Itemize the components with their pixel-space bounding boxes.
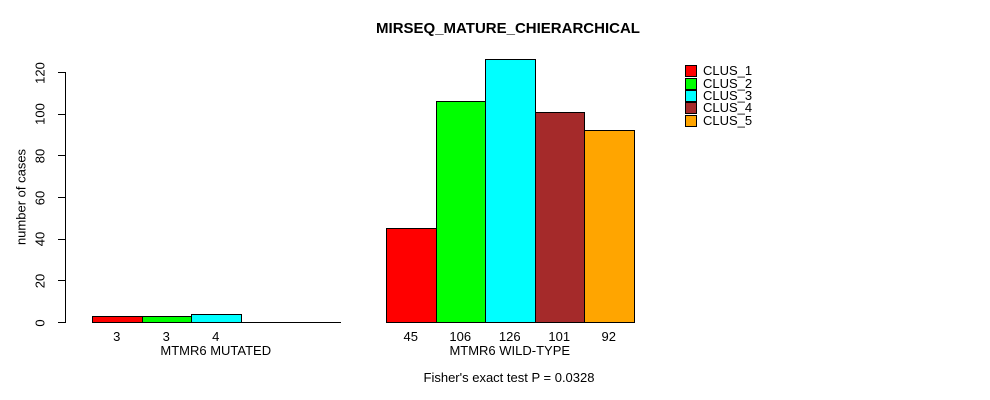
bar-value-label: 3 xyxy=(162,329,170,344)
legend-item: CLUS_4 xyxy=(685,100,753,116)
chart-title: MIRSEQ_MATURE_CHIERARCHICAL xyxy=(376,20,640,37)
legend-label: CLUS_4 xyxy=(703,100,753,116)
group-label-2: MTMR6 WILD-TYPE xyxy=(449,343,571,358)
legend-swatch xyxy=(685,77,697,90)
y-tick-label: 0 xyxy=(32,318,48,327)
bar-CLUS_3 xyxy=(191,314,242,323)
legend-item: CLUS_5 xyxy=(685,112,753,128)
legend-swatch xyxy=(685,89,697,102)
legend-swatch xyxy=(685,102,697,115)
legend-label: CLUS_5 xyxy=(703,112,753,128)
bar-value-label: 101 xyxy=(548,329,571,344)
legend-swatch xyxy=(685,114,697,127)
legend-swatch xyxy=(685,65,697,78)
y-tick-label: 80 xyxy=(32,148,48,164)
y-tick-label: 20 xyxy=(32,273,48,289)
y-tick-label: 40 xyxy=(32,231,48,247)
bar-value-label: 126 xyxy=(498,329,521,344)
bar-value-label: 4 xyxy=(212,329,220,344)
bar-CLUS_5 xyxy=(584,130,635,323)
y-axis-line xyxy=(65,72,66,323)
bar-CLUS_1 xyxy=(386,228,437,323)
bar-CLUS_3 xyxy=(485,59,536,323)
bar-CLUS_2 xyxy=(141,316,192,323)
bar-CLUS_2 xyxy=(435,101,486,323)
y-tick-mark xyxy=(58,238,65,240)
bar-CLUS_4 xyxy=(534,112,585,323)
bar-value-label: 3 xyxy=(113,329,121,344)
footnote-text: Fisher's exact test P = 0.0328 xyxy=(423,370,595,385)
legend-item: CLUS_1 xyxy=(685,63,753,79)
bar-value-label: 92 xyxy=(601,329,616,344)
bar-value-label: 106 xyxy=(449,329,472,344)
y-tick-label: 60 xyxy=(32,190,48,205)
legend-item: CLUS_2 xyxy=(685,75,753,91)
y-tick-mark xyxy=(58,322,65,323)
y-tick-label: 100 xyxy=(32,103,48,126)
group-label-1: MTMR6 MUTATED xyxy=(160,343,272,358)
y-axis-label: number of cases xyxy=(13,148,29,246)
legend-label: CLUS_2 xyxy=(703,75,753,91)
bar-value-label: 45 xyxy=(403,329,418,344)
y-tick-mark xyxy=(58,72,65,73)
legend: CLUS_1 CLUS_2 CLUS_3 CLUS_4 CLUS_5 xyxy=(685,63,753,128)
y-tick-mark xyxy=(58,113,65,115)
legend-item: CLUS_3 xyxy=(685,87,753,103)
y-tick-mark xyxy=(58,155,65,157)
bar-CLUS_1 xyxy=(92,316,143,323)
y-tick-label: 120 xyxy=(32,61,48,84)
y-tick-mark xyxy=(58,197,65,198)
y-tick-mark xyxy=(58,280,65,282)
legend-label: CLUS_1 xyxy=(703,63,753,79)
legend-label: CLUS_3 xyxy=(703,87,753,103)
